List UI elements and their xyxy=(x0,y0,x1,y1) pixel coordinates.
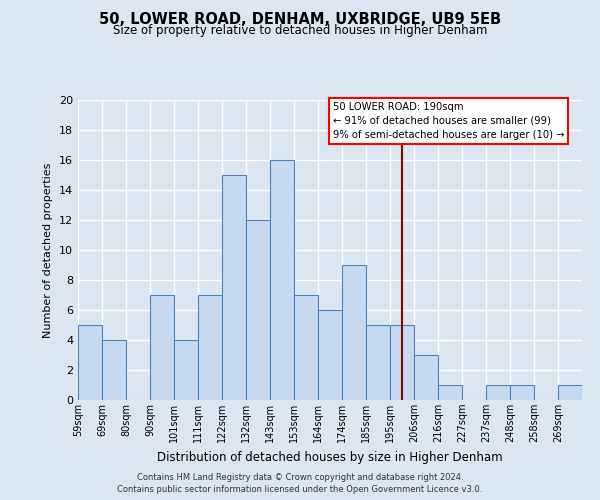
Bar xyxy=(150,295,174,400)
Bar xyxy=(318,310,342,400)
Bar xyxy=(198,295,222,400)
Bar xyxy=(294,295,318,400)
Bar xyxy=(78,325,102,400)
Bar xyxy=(102,340,126,400)
Bar xyxy=(366,325,390,400)
Y-axis label: Number of detached properties: Number of detached properties xyxy=(43,162,53,338)
Text: 50, LOWER ROAD, DENHAM, UXBRIDGE, UB9 5EB: 50, LOWER ROAD, DENHAM, UXBRIDGE, UB9 5E… xyxy=(99,12,501,28)
Bar xyxy=(222,175,246,400)
Bar xyxy=(246,220,270,400)
Bar xyxy=(486,385,510,400)
Bar xyxy=(438,385,462,400)
Text: Contains public sector information licensed under the Open Government Licence v3: Contains public sector information licen… xyxy=(118,485,482,494)
Text: Size of property relative to detached houses in Higher Denham: Size of property relative to detached ho… xyxy=(113,24,487,37)
Bar xyxy=(174,340,198,400)
Bar xyxy=(270,160,294,400)
Text: Contains HM Land Registry data © Crown copyright and database right 2024.: Contains HM Land Registry data © Crown c… xyxy=(137,472,463,482)
X-axis label: Distribution of detached houses by size in Higher Denham: Distribution of detached houses by size … xyxy=(157,450,503,464)
Text: 50 LOWER ROAD: 190sqm
← 91% of detached houses are smaller (99)
9% of semi-detac: 50 LOWER ROAD: 190sqm ← 91% of detached … xyxy=(332,102,564,140)
Bar xyxy=(558,385,582,400)
Bar xyxy=(390,325,414,400)
Bar xyxy=(342,265,366,400)
Bar xyxy=(414,355,438,400)
Bar xyxy=(510,385,534,400)
